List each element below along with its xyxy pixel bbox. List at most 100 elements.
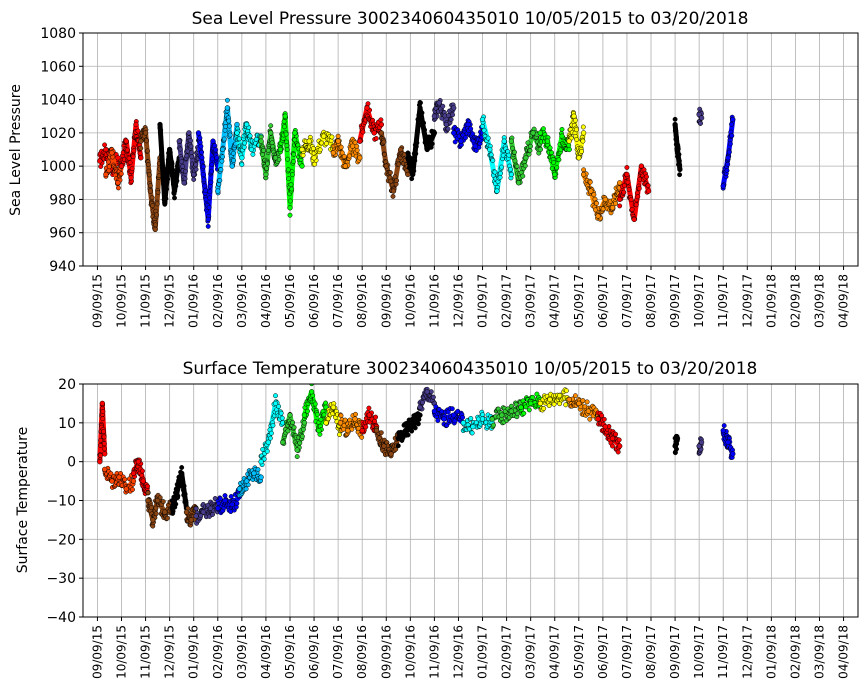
data-point <box>463 135 468 141</box>
data-point <box>508 408 515 414</box>
data-point <box>405 171 411 178</box>
data-point <box>115 155 121 161</box>
data-point <box>102 446 107 452</box>
data-point <box>674 146 681 153</box>
data-segment <box>258 123 284 181</box>
data-point <box>127 160 133 166</box>
data-point <box>480 412 485 418</box>
data-point <box>480 123 485 129</box>
data-point <box>677 162 683 168</box>
data-point <box>521 410 527 416</box>
data-point <box>264 448 270 454</box>
data-point <box>366 405 372 411</box>
data-point <box>195 130 202 136</box>
data-point <box>417 105 423 111</box>
x-tick-label: 08/09/16 <box>355 625 369 679</box>
data-point <box>255 467 261 473</box>
data-point <box>424 146 430 153</box>
data-point <box>287 205 293 211</box>
data-point <box>633 202 639 208</box>
data-point <box>613 431 619 437</box>
data-point <box>130 478 137 484</box>
data-point <box>460 414 466 420</box>
data-point <box>148 505 154 511</box>
data-point <box>115 180 121 186</box>
data-point <box>460 420 466 426</box>
data-points <box>97 97 736 233</box>
data-point <box>201 177 207 183</box>
data-point <box>131 148 137 154</box>
data-segment <box>518 391 543 417</box>
data-point <box>108 471 114 477</box>
data-point <box>609 205 616 211</box>
data-point <box>414 140 420 146</box>
data-segment <box>337 411 365 440</box>
data-point <box>183 509 190 515</box>
data-point <box>470 424 476 430</box>
data-point <box>591 192 597 198</box>
data-segment <box>176 130 202 186</box>
data-point <box>105 159 111 165</box>
data-point <box>420 400 425 406</box>
data-point <box>210 138 216 144</box>
data-point <box>571 113 577 119</box>
data-point <box>645 183 651 188</box>
data-point <box>269 140 275 146</box>
y-tick-label: 1040 <box>40 93 76 109</box>
data-point <box>413 151 419 157</box>
data-point <box>241 144 247 150</box>
data-point <box>580 124 586 130</box>
x-tick-label: 05/09/16 <box>283 274 297 328</box>
data-point <box>338 144 344 150</box>
x-tick-label: 04/09/16 <box>259 625 273 679</box>
data-point <box>174 490 180 496</box>
data-point <box>450 112 456 118</box>
data-point <box>244 121 250 128</box>
data-point <box>278 410 284 416</box>
data-point <box>128 175 134 181</box>
data-point <box>163 196 169 202</box>
data-point <box>580 171 587 178</box>
data-point <box>547 396 553 403</box>
data-point <box>110 154 116 160</box>
data-point <box>145 162 151 167</box>
x-tick-label: 02/09/17 <box>500 625 514 679</box>
data-point <box>676 158 682 164</box>
data-point <box>353 411 358 417</box>
data-point <box>725 155 731 161</box>
data-point <box>383 163 389 169</box>
x-tick-label: 10/09/17 <box>692 625 706 679</box>
data-point <box>153 511 159 517</box>
data-point <box>138 155 144 161</box>
data-point <box>595 416 601 422</box>
data-point <box>429 141 435 147</box>
data-point <box>498 170 504 176</box>
data-point <box>576 155 582 161</box>
data-point <box>338 413 344 419</box>
data-point <box>174 178 180 184</box>
data-point <box>626 187 632 192</box>
y-tick-label: 940 <box>49 259 76 275</box>
data-point <box>147 183 153 189</box>
x-tick-label: 02/09/16 <box>211 274 225 328</box>
data-point <box>115 185 121 191</box>
data-point <box>727 141 733 147</box>
data-point <box>396 161 402 167</box>
data-point <box>382 151 387 157</box>
data-point <box>145 497 151 504</box>
data-segment <box>145 490 175 529</box>
y-tick-label: 10 <box>58 416 76 432</box>
data-point <box>381 443 387 449</box>
data-point <box>135 459 142 465</box>
data-point <box>672 116 678 122</box>
data-point <box>337 420 344 426</box>
x-tick-label: 07/09/17 <box>620 274 634 328</box>
data-point <box>468 415 474 421</box>
data-point <box>405 155 411 161</box>
data-segment <box>537 387 572 413</box>
data-point <box>106 164 112 170</box>
data-point <box>485 135 491 141</box>
data-point <box>130 487 135 493</box>
x-tick-label: 01/09/16 <box>187 274 201 328</box>
data-point <box>613 200 619 206</box>
